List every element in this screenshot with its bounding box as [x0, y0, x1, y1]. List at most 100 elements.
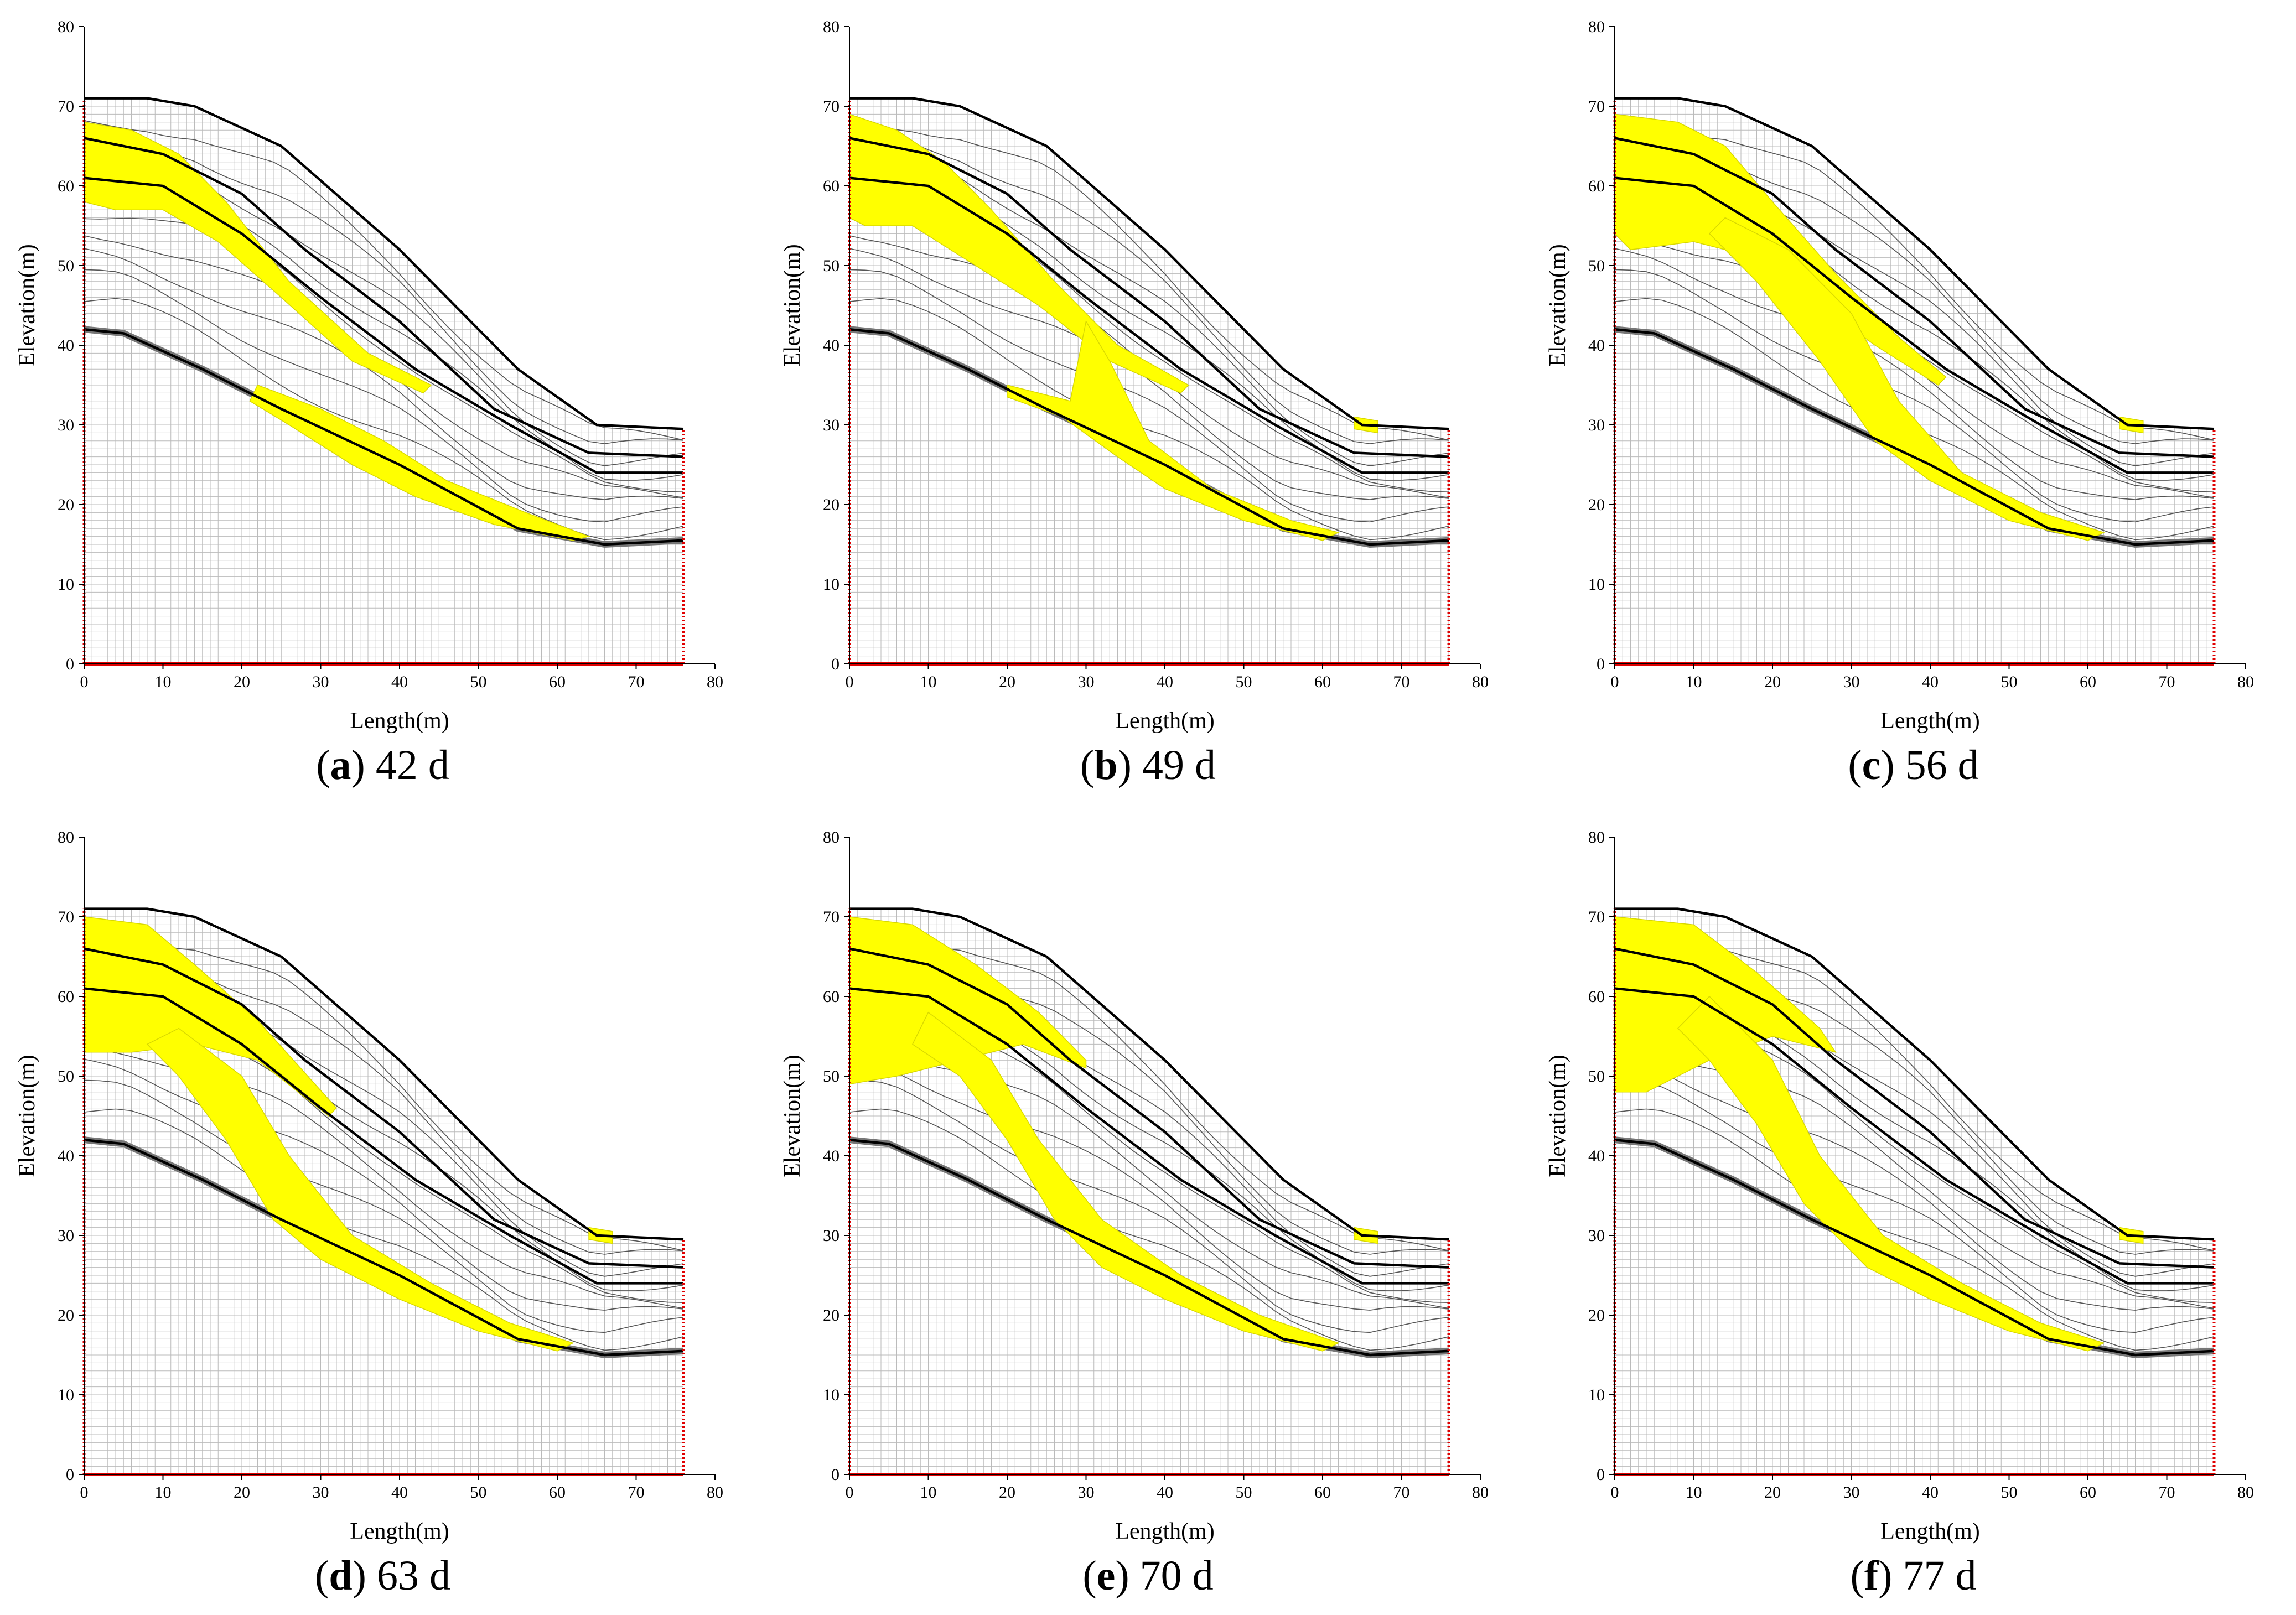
- bedrock-line: [849, 328, 1449, 546]
- x-tick-label: 70: [628, 673, 645, 691]
- ground-surface-line: [849, 97, 1449, 430]
- panel-time-label: 42 d: [365, 742, 449, 788]
- contour-line: [1615, 120, 2214, 441]
- plastic-zone-lower: [1708, 217, 2105, 541]
- y-tick-label: 50: [823, 257, 839, 275]
- x-tick-label: 10: [155, 1483, 172, 1502]
- panel-time-label: 56 d: [1894, 742, 1979, 788]
- contour-line: [849, 248, 1449, 500]
- x-tick-label: 60: [1314, 673, 1331, 691]
- panel-letter: a: [330, 742, 351, 788]
- y-tick-label: 60: [823, 988, 839, 1006]
- contour-line: [1615, 1079, 2214, 1333]
- x-tick-label: 50: [2001, 1483, 2018, 1502]
- y-tick-label: 80: [1588, 18, 1605, 36]
- chart-panel-a: 0 10 20 30 40 50 60 70 80 0 10 20 30 40 50 60 70 80 Length…: [0, 0, 765, 797]
- plastic-zone-lower: [1677, 995, 2105, 1352]
- contour-line: [84, 217, 683, 492]
- contour-line: [849, 1079, 1449, 1333]
- x-tick-label: 20: [234, 1483, 250, 1502]
- y-tick-label: 80: [1588, 828, 1605, 847]
- y-tick-label: 30: [58, 1227, 74, 1245]
- panel-time-label: 63 d: [366, 1552, 450, 1599]
- panel-caption: (c) 56 d: [1848, 742, 1979, 788]
- plastic-zones: [1614, 916, 2144, 1352]
- x-tick-label: 30: [1078, 1483, 1095, 1502]
- layer-boundary-2: [84, 947, 684, 1269]
- layer-boundary-3: [84, 987, 683, 1285]
- plastic-zones: [1614, 113, 2144, 541]
- x-tick-label: 70: [1393, 673, 1410, 691]
- panel-letter: b: [1094, 742, 1118, 788]
- panel-caption: (b) 49 d: [1080, 742, 1216, 788]
- chart-svg: 0 10 20 30 40 50 60 70 80 0 10 20 30 40 50 60 70 80 Length…: [780, 18, 1489, 734]
- x-tick-label: 60: [1314, 1483, 1331, 1502]
- bedrock-line: [849, 1138, 1449, 1357]
- contour-line: [84, 1058, 683, 1311]
- contour-line: [84, 1079, 683, 1333]
- plastic-zones: [849, 113, 1378, 541]
- x-tick-label: 30: [1843, 673, 1860, 691]
- chart-svg: 0 10 20 30 40 50 60 70 80 0 10 20 30 40 50 60 70 80 Length…: [1545, 18, 2254, 734]
- x-tick-label: 50: [470, 1483, 487, 1502]
- y-tick-label: 50: [1588, 257, 1605, 275]
- x-axis-label: Length(m): [1115, 708, 1215, 734]
- y-tick-label: 50: [823, 1067, 839, 1086]
- x-tick-label: 60: [549, 1483, 566, 1502]
- y-tick-label: 10: [823, 575, 839, 594]
- plastic-zone-lower: [146, 1027, 574, 1352]
- x-tick-label: 40: [1922, 673, 1939, 691]
- contour-line: [84, 1108, 683, 1351]
- x-tick-label: 0: [1611, 1483, 1619, 1502]
- y-tick-label: 20: [58, 1306, 74, 1325]
- panel-caption: (a) 42 d: [316, 742, 449, 788]
- y-axis-label: Elevation(m): [14, 244, 40, 367]
- y-tick-label: 80: [823, 18, 839, 36]
- x-tick-label: 60: [2080, 1483, 2096, 1502]
- x-axis-label: Length(m): [350, 708, 449, 734]
- layer-boundary-3: [849, 176, 1449, 474]
- contour-line: [84, 248, 683, 500]
- plastic-zone-upper: [849, 113, 1190, 394]
- y-tick-label: 0: [1597, 1466, 1605, 1484]
- x-tick-label: 20: [1764, 673, 1781, 691]
- panel-caption: (f) 77 d: [1850, 1552, 1977, 1599]
- plastic-zone-lower: [1007, 320, 1340, 541]
- x-tick-label: 60: [549, 673, 566, 691]
- y-tick-label: 0: [831, 655, 839, 673]
- y-tick-label: 70: [58, 97, 74, 116]
- contour-line: [849, 1046, 1449, 1309]
- y-tick-label: 80: [823, 828, 839, 847]
- chart-svg: 0 10 20 30 40 50 60 70 80 0 10 20 30 40 50 60 70 80 Length…: [780, 828, 1489, 1544]
- panel-time-label: 77 d: [1892, 1552, 1977, 1599]
- y-tick-label: 80: [58, 18, 74, 36]
- x-axis-label: Length(m): [1115, 1519, 1215, 1544]
- contour-line: [849, 120, 1449, 441]
- ground-surface-line: [84, 97, 684, 430]
- x-tick-label: 80: [707, 673, 723, 691]
- bedrock-line: [84, 328, 684, 546]
- y-tick-label: 30: [823, 416, 839, 434]
- x-axis-label: Length(m): [1880, 1519, 1980, 1544]
- y-tick-label: 0: [66, 655, 74, 673]
- panel-caption: (d) 63 d: [315, 1552, 450, 1599]
- x-tick-label: 60: [2080, 673, 2096, 691]
- x-tick-label: 0: [846, 1483, 854, 1502]
- y-tick-label: 0: [831, 1466, 839, 1484]
- contour-line: [84, 269, 683, 523]
- y-tick-label: 40: [1588, 336, 1605, 355]
- x-tick-label: 40: [1157, 1483, 1173, 1502]
- y-tick-label: 20: [823, 496, 839, 514]
- x-tick-label: 30: [1078, 673, 1095, 691]
- x-axis-label: Length(m): [350, 1519, 449, 1544]
- y-tick-label: 10: [58, 1386, 74, 1404]
- contour-line: [1615, 1046, 2214, 1309]
- y-tick-label: 10: [58, 575, 74, 594]
- y-axis-label: Elevation(m): [780, 244, 805, 367]
- y-tick-label: 30: [58, 416, 74, 434]
- y-tick-label: 40: [58, 336, 74, 355]
- layer-boundary-3: [1614, 176, 2214, 474]
- x-tick-label: 10: [920, 673, 937, 691]
- layer-boundary-3: [1614, 987, 2214, 1285]
- x-tick-label: 20: [234, 673, 250, 691]
